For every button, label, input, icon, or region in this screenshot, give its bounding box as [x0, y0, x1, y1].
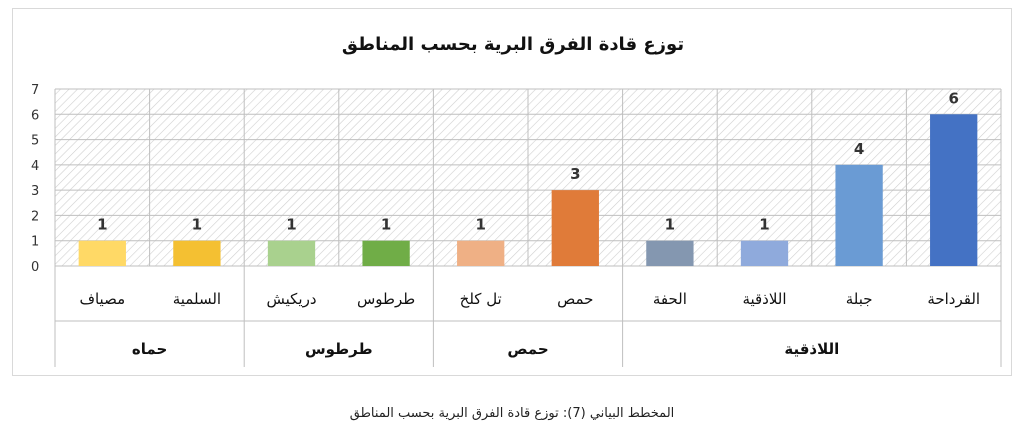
chart-title: توزع قادة الفرق البرية بحسب المناطق: [342, 34, 684, 55]
bar: [740, 240, 789, 266]
data-label: 1: [665, 216, 675, 234]
category-label: حمص: [557, 290, 593, 308]
bar: [646, 240, 694, 266]
y-tick-label: 3: [31, 184, 39, 199]
data-label: 1: [381, 216, 391, 234]
category-label: تل كلخ: [460, 290, 502, 308]
category-label: الحفة: [653, 290, 687, 308]
y-tick-label: 5: [31, 134, 39, 149]
bar: [551, 190, 599, 266]
category-label: جبلة: [846, 290, 873, 308]
data-label: 1: [759, 216, 769, 234]
data-label: 6: [948, 89, 958, 107]
chart-frame: توزع قادة الفرق البرية بحسب المناطق 0 1 2 3…: [12, 8, 1012, 376]
category-label: السلمية: [173, 290, 221, 308]
category-label: طرطوس: [357, 290, 415, 308]
category-label: القرداحة: [927, 290, 980, 308]
bar: [930, 114, 978, 267]
y-tick-label: 4: [31, 159, 39, 174]
y-tick-label: 1: [31, 235, 39, 250]
bar: [362, 240, 410, 266]
group-label: حماه: [132, 340, 167, 358]
y-tick-label: 6: [31, 108, 39, 123]
figure-caption: المخطط البياني (7): توزع قادة الفرق البر…: [349, 406, 675, 421]
category-label: اللاذقية: [742, 290, 786, 308]
category-label: مصياف: [79, 290, 125, 308]
bar: [267, 240, 316, 266]
y-tick-label: 7: [31, 83, 39, 98]
group-label: حمص: [507, 340, 548, 358]
group-label: اللاذقية: [784, 340, 839, 358]
group-label: طرطوس: [305, 340, 373, 358]
y-tick-label: 0: [31, 260, 39, 275]
data-label: 3: [570, 165, 580, 183]
bar: [457, 240, 505, 266]
y-tick-label: 2: [31, 209, 39, 224]
data-label: 1: [192, 216, 202, 234]
data-label: 4: [854, 140, 864, 158]
bar: [78, 240, 126, 266]
category-label: دريكيش: [266, 290, 316, 308]
bar: [173, 240, 221, 266]
data-label: 1: [97, 216, 107, 234]
bar: [835, 164, 883, 266]
bar-chart: توزع قادة الفرق البرية بحسب المناطق 0 1 2 3…: [31, 34, 1002, 367]
data-label: 1: [475, 216, 485, 234]
data-label: 1: [286, 216, 296, 234]
